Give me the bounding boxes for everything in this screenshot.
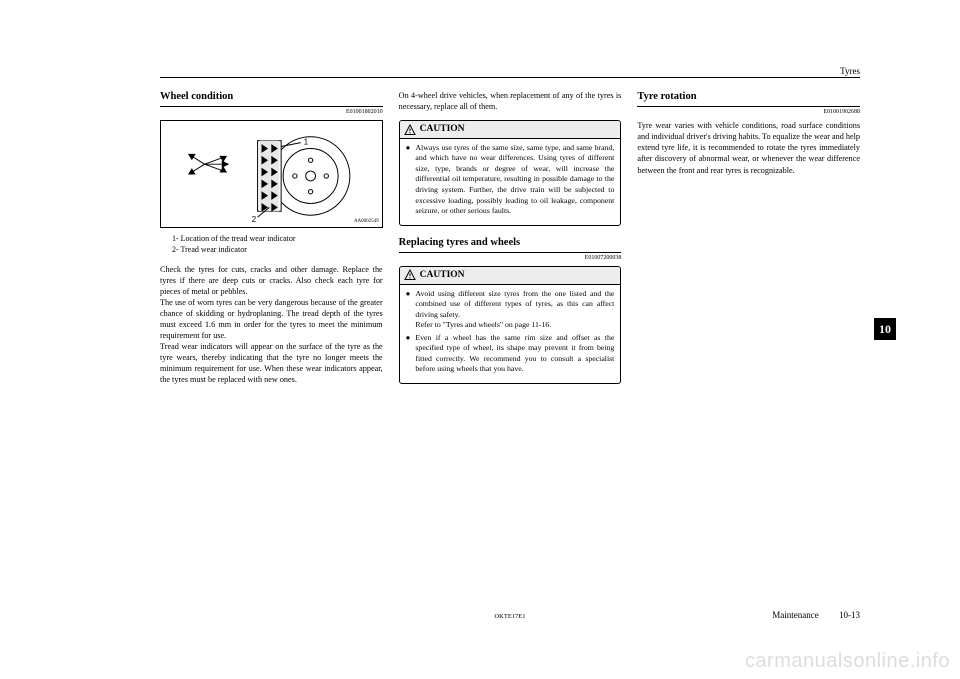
legend-item-2: 2- Tread wear indicator bbox=[172, 245, 383, 256]
warning-icon bbox=[404, 124, 416, 136]
page: Tyres Wheel condition E01001802010 bbox=[160, 80, 860, 590]
caution-body: ● Avoid using different size tyres from … bbox=[400, 285, 621, 383]
caution-text: Avoid using different size tyres from th… bbox=[415, 289, 614, 331]
tread-wear-figure: 1 2 AA0002549 bbox=[160, 120, 383, 228]
footer-page: 10-13 bbox=[839, 610, 860, 620]
bullet-icon: ● bbox=[406, 289, 411, 331]
legend-item-1: 1- Location of the tread wear indicator bbox=[172, 234, 383, 245]
caution-box: CAUTION ● Avoid using different size tyr… bbox=[399, 266, 622, 384]
page-footer: Maintenance 10-13 bbox=[772, 610, 860, 620]
figure-legend: 1- Location of the tread wear indicator … bbox=[160, 234, 383, 256]
bullet-icon: ● bbox=[406, 333, 411, 375]
section-code: E01007200038 bbox=[399, 254, 622, 262]
caution-label: CAUTION bbox=[420, 269, 465, 282]
caution-body: ● Always use tyres of the same size, sam… bbox=[400, 139, 621, 225]
caution-label: CAUTION bbox=[420, 123, 465, 136]
section-title-replacing: Replacing tyres and wheels bbox=[399, 236, 622, 253]
figure-id: AA0002549 bbox=[354, 219, 379, 226]
section-title-wheel-condition: Wheel condition bbox=[160, 90, 383, 107]
body-paragraph: Check the tyres for cuts, cracks and oth… bbox=[160, 264, 383, 297]
caution-text: Even if a wheel has the same rim size an… bbox=[415, 333, 614, 375]
caution-text: Always use tyres of the same size, same … bbox=[415, 143, 614, 217]
body-paragraph: The use of worn tyres can be very danger… bbox=[160, 297, 383, 341]
column-2: On 4-wheel drive vehicles, when replacem… bbox=[399, 90, 622, 394]
section-code: E01001902688 bbox=[637, 108, 860, 116]
caution-header: CAUTION bbox=[400, 121, 621, 139]
chapter-tab: 10 bbox=[874, 318, 896, 340]
svg-text:1: 1 bbox=[304, 138, 308, 147]
running-head: Tyres bbox=[840, 66, 860, 76]
column-1: Wheel condition E01001802010 bbox=[160, 90, 383, 394]
section-code: E01001802010 bbox=[160, 108, 383, 116]
body-paragraph: On 4-wheel drive vehicles, when replacem… bbox=[399, 90, 622, 112]
footer-doc-code: OKTE17E1 bbox=[494, 613, 525, 620]
column-3: Tyre rotation E01001902688 Tyre wear var… bbox=[637, 90, 860, 394]
watermark: carmanualsonline.info bbox=[745, 650, 950, 673]
body-paragraph: Tyre wear varies with vehicle conditions… bbox=[637, 120, 860, 175]
header-rule bbox=[160, 77, 860, 78]
warning-icon bbox=[404, 269, 416, 281]
caution-header: CAUTION bbox=[400, 267, 621, 285]
bullet-icon: ● bbox=[406, 143, 411, 217]
columns: Wheel condition E01001802010 bbox=[160, 80, 860, 394]
body-paragraph: Tread wear indicators will appear on the… bbox=[160, 341, 383, 385]
section-title-tyre-rotation: Tyre rotation bbox=[637, 90, 860, 107]
svg-text:2: 2 bbox=[252, 215, 256, 224]
caution-box: CAUTION ● Always use tyres of the same s… bbox=[399, 120, 622, 225]
footer-chapter: Maintenance bbox=[772, 610, 818, 620]
